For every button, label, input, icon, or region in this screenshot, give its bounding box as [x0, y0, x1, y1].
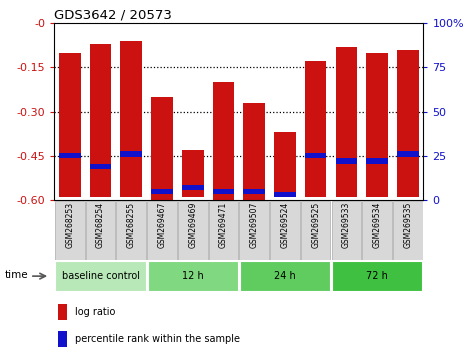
FancyBboxPatch shape	[147, 201, 177, 259]
Bar	[244, 188, 265, 194]
Text: 12 h: 12 h	[182, 271, 203, 281]
Text: GSM269534: GSM269534	[373, 202, 382, 248]
FancyBboxPatch shape	[55, 262, 146, 291]
Bar	[305, 61, 326, 197]
Bar	[213, 188, 234, 194]
Text: GDS3642 / 20573: GDS3642 / 20573	[54, 9, 172, 22]
FancyBboxPatch shape	[116, 201, 146, 259]
FancyBboxPatch shape	[301, 201, 331, 259]
Text: GSM269467: GSM269467	[158, 202, 166, 248]
FancyBboxPatch shape	[55, 201, 85, 259]
Text: 72 h: 72 h	[366, 271, 388, 281]
Bar	[59, 153, 80, 159]
Bar	[213, 82, 234, 200]
Text: GSM269524: GSM269524	[280, 202, 289, 248]
Text: GSM269469: GSM269469	[188, 202, 197, 248]
Bar	[182, 185, 203, 190]
Bar	[367, 159, 388, 164]
Bar	[151, 188, 173, 194]
Text: time: time	[4, 269, 28, 280]
FancyBboxPatch shape	[332, 201, 361, 259]
Text: baseline control: baseline control	[61, 271, 140, 281]
Text: 24 h: 24 h	[274, 271, 296, 281]
Bar	[397, 152, 419, 156]
Text: log ratio: log ratio	[75, 307, 115, 317]
Text: GSM269525: GSM269525	[311, 202, 320, 248]
FancyBboxPatch shape	[209, 201, 238, 259]
Bar	[305, 153, 326, 159]
FancyBboxPatch shape	[393, 201, 423, 259]
FancyBboxPatch shape	[178, 201, 208, 259]
Bar	[336, 159, 357, 164]
FancyBboxPatch shape	[270, 201, 300, 259]
Text: GSM269507: GSM269507	[250, 202, 259, 248]
Bar	[274, 132, 296, 197]
Bar	[367, 52, 388, 197]
Text: percentile rank within the sample: percentile rank within the sample	[75, 334, 240, 344]
Bar	[90, 44, 111, 197]
FancyBboxPatch shape	[362, 201, 392, 259]
Bar	[90, 164, 111, 169]
Bar	[397, 50, 419, 197]
Bar	[58, 331, 67, 347]
Text: GSM269535: GSM269535	[403, 202, 412, 248]
Bar	[151, 97, 173, 200]
FancyBboxPatch shape	[86, 201, 115, 259]
Bar	[244, 103, 265, 200]
FancyBboxPatch shape	[332, 262, 422, 291]
FancyBboxPatch shape	[240, 262, 330, 291]
FancyBboxPatch shape	[239, 201, 269, 259]
FancyBboxPatch shape	[148, 262, 238, 291]
Bar	[336, 47, 357, 197]
Text: GSM268254: GSM268254	[96, 202, 105, 248]
Bar	[121, 152, 142, 156]
Bar	[274, 192, 296, 198]
Text: GSM269471: GSM269471	[219, 202, 228, 248]
Bar	[58, 304, 67, 320]
Bar	[182, 150, 203, 197]
Text: GSM268255: GSM268255	[127, 202, 136, 248]
Text: GSM269533: GSM269533	[342, 202, 351, 248]
Bar	[59, 52, 80, 197]
Text: GSM268253: GSM268253	[65, 202, 74, 248]
Bar	[121, 41, 142, 197]
